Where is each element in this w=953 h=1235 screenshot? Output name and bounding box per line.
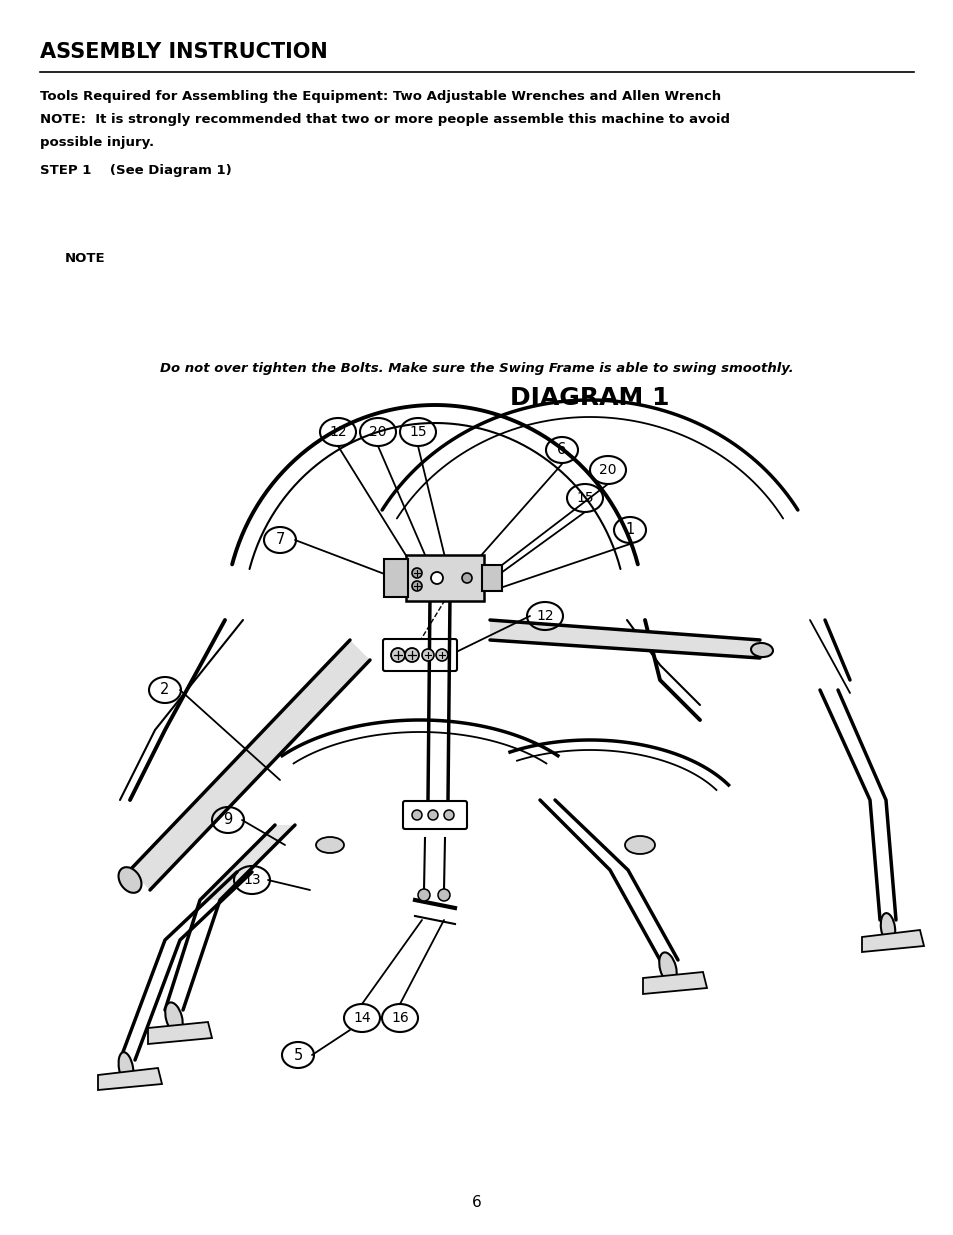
Text: 6: 6: [557, 442, 566, 457]
Circle shape: [412, 568, 421, 578]
Text: 12: 12: [536, 609, 554, 622]
Text: 5: 5: [294, 1047, 302, 1062]
Polygon shape: [200, 825, 294, 900]
Text: possible injury.: possible injury.: [40, 136, 154, 149]
Text: 20: 20: [369, 425, 386, 438]
Text: 6: 6: [472, 1195, 481, 1210]
Polygon shape: [862, 930, 923, 952]
Text: 20: 20: [598, 463, 616, 477]
Text: 1: 1: [625, 522, 634, 537]
Polygon shape: [642, 972, 706, 994]
Circle shape: [391, 648, 405, 662]
Circle shape: [428, 810, 437, 820]
Circle shape: [412, 580, 421, 592]
Text: 13: 13: [243, 873, 260, 887]
Circle shape: [421, 650, 434, 661]
Text: STEP 1    (See Diagram 1): STEP 1 (See Diagram 1): [40, 164, 232, 177]
Polygon shape: [148, 1023, 212, 1044]
Text: NOTE:  It is strongly recommended that two or more people assemble this machine : NOTE: It is strongly recommended that tw…: [40, 112, 729, 126]
Text: 7: 7: [275, 532, 284, 547]
FancyBboxPatch shape: [402, 802, 467, 829]
Circle shape: [431, 572, 442, 584]
Text: 15: 15: [576, 492, 593, 505]
Circle shape: [436, 650, 448, 661]
Text: 16: 16: [391, 1011, 409, 1025]
Text: 12: 12: [329, 425, 347, 438]
Ellipse shape: [118, 1052, 133, 1084]
Text: DIAGRAM 1: DIAGRAM 1: [510, 387, 669, 410]
Text: 14: 14: [353, 1011, 371, 1025]
Text: Do not over tighten the Bolts. Make sure the Swing Frame is able to swing smooth: Do not over tighten the Bolts. Make sure…: [160, 362, 793, 375]
Ellipse shape: [659, 952, 676, 983]
Text: 15: 15: [409, 425, 426, 438]
Ellipse shape: [165, 1003, 183, 1034]
Text: Tools Required for Assembling the Equipment: Two Adjustable Wrenches and Allen W: Tools Required for Assembling the Equipm…: [40, 90, 720, 103]
Text: 2: 2: [160, 683, 170, 698]
Circle shape: [437, 889, 450, 902]
Text: ASSEMBLY INSTRUCTION: ASSEMBLY INSTRUCTION: [40, 42, 328, 62]
Circle shape: [443, 810, 454, 820]
Ellipse shape: [750, 643, 772, 657]
Text: NOTE: NOTE: [65, 252, 106, 266]
Ellipse shape: [118, 867, 141, 893]
Circle shape: [405, 648, 418, 662]
Ellipse shape: [880, 913, 894, 942]
Polygon shape: [130, 640, 370, 890]
Circle shape: [412, 810, 421, 820]
Text: 9: 9: [223, 813, 233, 827]
FancyBboxPatch shape: [406, 555, 483, 601]
Ellipse shape: [624, 836, 655, 853]
FancyBboxPatch shape: [481, 564, 501, 592]
FancyBboxPatch shape: [382, 638, 456, 671]
Circle shape: [417, 889, 430, 902]
FancyBboxPatch shape: [384, 559, 408, 597]
Polygon shape: [490, 620, 760, 658]
Polygon shape: [98, 1068, 162, 1091]
Circle shape: [461, 573, 472, 583]
Ellipse shape: [315, 837, 344, 853]
